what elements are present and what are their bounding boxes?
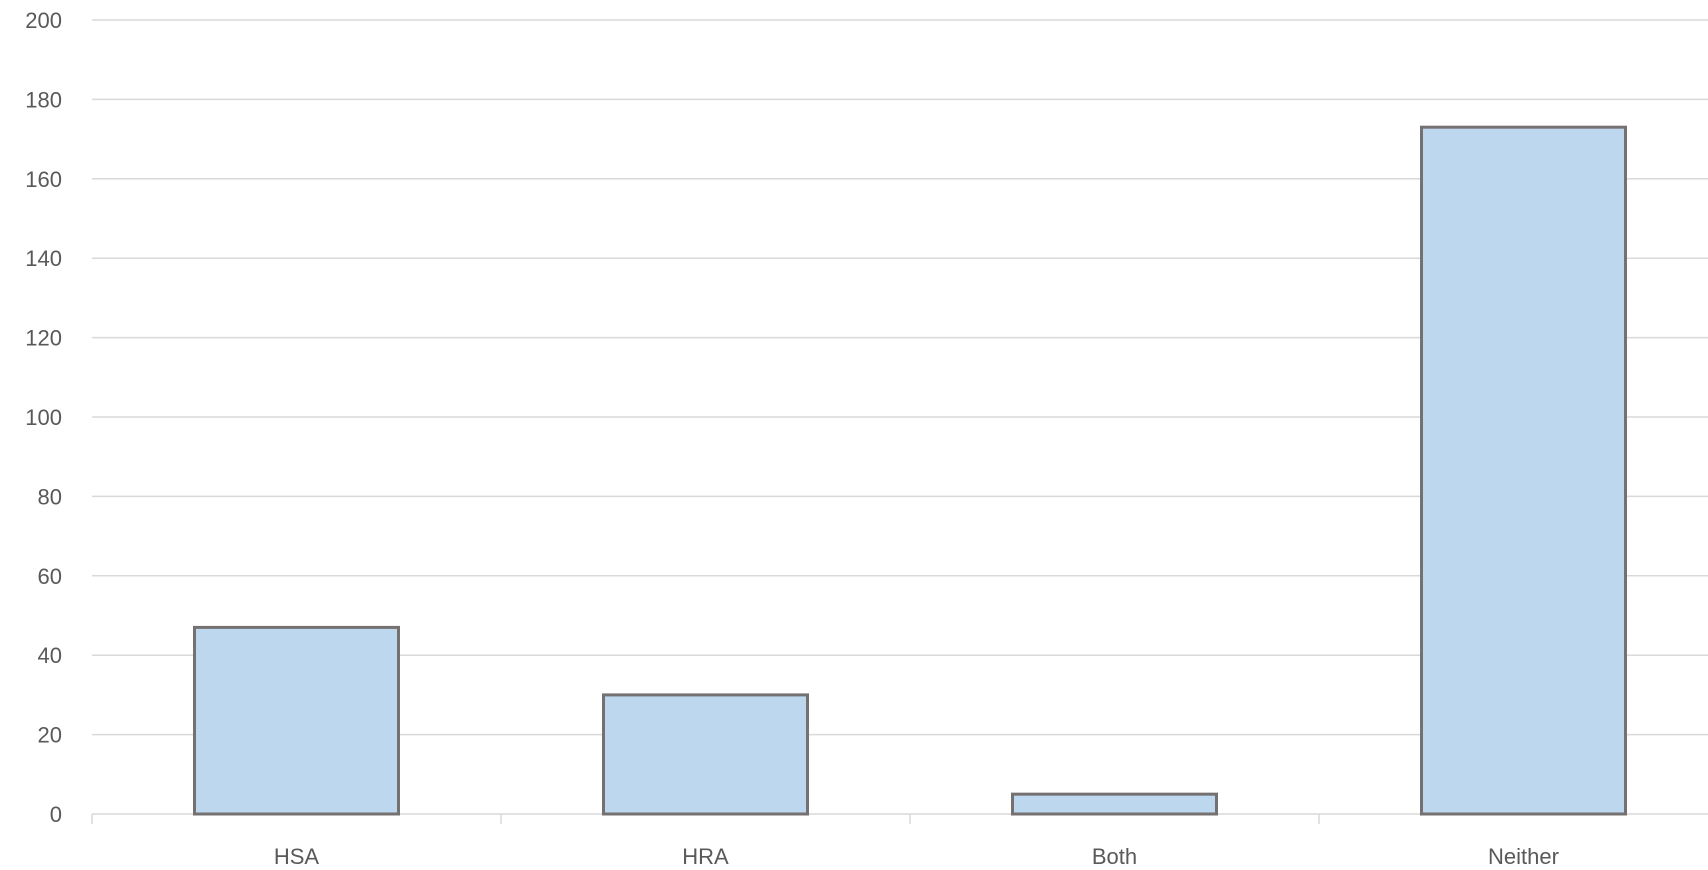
y-tick-label: 40 — [38, 643, 62, 668]
y-tick-label: 0 — [50, 802, 62, 827]
y-tick-label: 140 — [25, 246, 62, 271]
bar-neither — [1420, 125, 1627, 816]
y-tick-label: 80 — [38, 484, 62, 509]
x-tick-label-hra: HRA — [682, 844, 729, 869]
x-tick-label-hsa: HSA — [274, 844, 320, 869]
y-tick-label: 20 — [38, 723, 62, 748]
y-tick-label: 60 — [38, 564, 62, 589]
x-axis-tick-labels: HSA HRA Both Neither — [274, 844, 1559, 869]
bar-hsa — [193, 625, 400, 816]
bar-both — [1011, 792, 1218, 816]
y-axis-tick-labels: 0 20 40 60 80 100 120 140 160 180 200 — [25, 8, 62, 827]
y-tick-label: 200 — [25, 8, 62, 33]
y-tick-label: 180 — [25, 87, 62, 112]
y-tick-label: 120 — [25, 326, 62, 351]
bars — [193, 125, 1627, 816]
x-tick-label-both: Both — [1092, 844, 1137, 869]
bar-hra — [602, 693, 809, 816]
y-tick-label: 100 — [25, 405, 62, 430]
y-tick-label: 160 — [25, 167, 62, 192]
x-tick-label-neither: Neither — [1488, 844, 1559, 869]
